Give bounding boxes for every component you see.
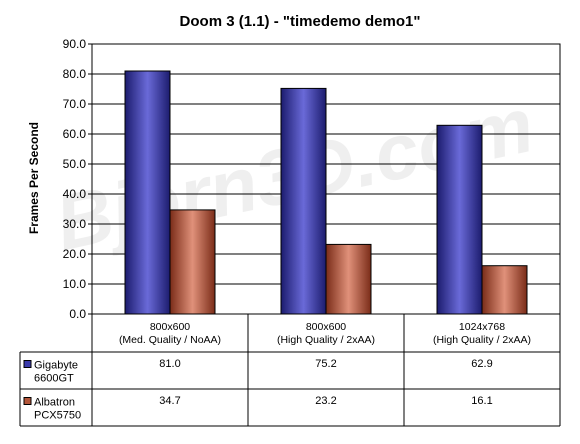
y-tick-label: 20.0 bbox=[63, 247, 87, 261]
legend-series-name: Albatron bbox=[34, 397, 75, 409]
table-value: 75.2 bbox=[315, 358, 336, 370]
bar-albatron-2 bbox=[325, 243, 372, 315]
y-tick-label: 0.0 bbox=[69, 307, 86, 321]
bar-albatron-3 bbox=[481, 265, 528, 315]
y-tick-label: 40.0 bbox=[63, 187, 87, 201]
legend-swatch bbox=[23, 397, 32, 405]
table-value: 16.1 bbox=[471, 395, 492, 407]
data-table: 800x600(Med. Quality / NoAA)800x600(High… bbox=[19, 313, 561, 427]
category-label: 800x600 bbox=[306, 321, 346, 333]
legend-series-name: PCX5750 bbox=[34, 410, 81, 422]
y-axis-label: Frames Per Second bbox=[27, 122, 41, 234]
bar-gigabyte-1 bbox=[124, 70, 171, 315]
y-tick-label: 30.0 bbox=[63, 217, 87, 231]
category-label: (Med. Quality / NoAA) bbox=[119, 334, 221, 346]
category-label: 1024x768 bbox=[459, 321, 505, 333]
y-tick-label: 70.0 bbox=[63, 97, 87, 111]
y-tick-label: 50.0 bbox=[63, 157, 87, 171]
table-value: 62.9 bbox=[471, 358, 492, 370]
y-tick-label: 10.0 bbox=[63, 277, 87, 291]
y-tick-label: 80.0 bbox=[63, 67, 87, 81]
category-label: 800x600 bbox=[150, 321, 190, 333]
bar-gigabyte-2 bbox=[280, 87, 327, 315]
chart-title: Doom 3 (1.1) - "timedemo demo1" bbox=[180, 13, 421, 30]
legend-swatch bbox=[23, 360, 32, 368]
table-value: 34.7 bbox=[159, 395, 180, 407]
category-label: (High Quality / 2xAA) bbox=[433, 334, 531, 346]
legend-series-name: 6600GT bbox=[34, 373, 74, 385]
bar-albatron-1 bbox=[169, 209, 216, 315]
legend-series-name: Gigabyte bbox=[34, 360, 78, 372]
y-tick-label: 60.0 bbox=[63, 127, 87, 141]
y-tick-label: 90.0 bbox=[63, 37, 87, 51]
bars bbox=[124, 70, 528, 315]
bar-gigabyte-3 bbox=[436, 124, 483, 315]
category-label: (High Quality / 2xAA) bbox=[277, 334, 375, 346]
table-value: 81.0 bbox=[159, 358, 180, 370]
table-value: 23.2 bbox=[315, 395, 336, 407]
y-axis-ticks: 0.0 10.0 20.0 30.0 40.0 50.0 60.0 70.0 80.0 90.0 bbox=[63, 37, 92, 321]
